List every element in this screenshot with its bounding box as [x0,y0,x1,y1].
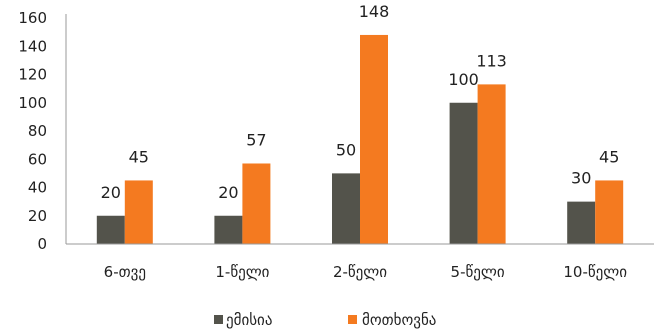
x-tick-label: 2-წელი [333,263,387,281]
bar-demand [242,163,271,244]
legend-swatch [214,315,223,324]
x-axis: 6-თვე 1-წელი 2-წელი 5-წელი 10-წელი [66,243,654,281]
data-label: 45 [599,147,619,166]
bar-emission [567,201,596,244]
y-tick-label: 0 [37,235,47,253]
legend-swatch [348,315,357,324]
legend-label: ემისია [226,311,272,329]
y-tick-label: 160 [18,9,47,27]
y-tick-label: 60 [28,150,47,168]
x-tick-label: 5-წელი [451,263,505,281]
bar-emission [96,215,125,244]
bar-demand [360,34,388,245]
bars [96,34,624,245]
x-tick-label: 6-თვე [104,263,146,281]
x-tick-label: 10-წელი [563,263,627,281]
y-axis: 0 20 40 60 80 100 120 140 160 [18,9,67,253]
y-tick-label: 120 [18,66,47,84]
data-label: 20 [101,183,121,202]
data-label: 20 [218,183,238,202]
data-label: 30 [571,169,591,188]
bar-emission [449,102,478,244]
x-tick-label: 1-წელი [215,263,269,281]
data-label: 148 [359,2,390,21]
y-tick-label: 20 [28,207,47,225]
y-tick-label: 80 [28,122,47,140]
data-label: 113 [476,51,507,70]
y-tick-label: 40 [28,179,47,197]
data-label: 100 [448,70,479,89]
bar-emission [332,173,360,244]
bar-demand [124,180,153,244]
y-tick-label: 100 [18,94,47,112]
data-label: 45 [129,147,149,166]
bar-emission [214,215,243,244]
y-tick-label: 140 [18,37,47,55]
data-label: 50 [336,140,356,159]
bar-demand [595,180,624,244]
legend-label: მოთხოვნა [362,311,436,329]
bar-demand [477,84,506,244]
legend: ემისია მოთხოვნა [214,311,436,329]
data-label: 57 [246,130,266,149]
